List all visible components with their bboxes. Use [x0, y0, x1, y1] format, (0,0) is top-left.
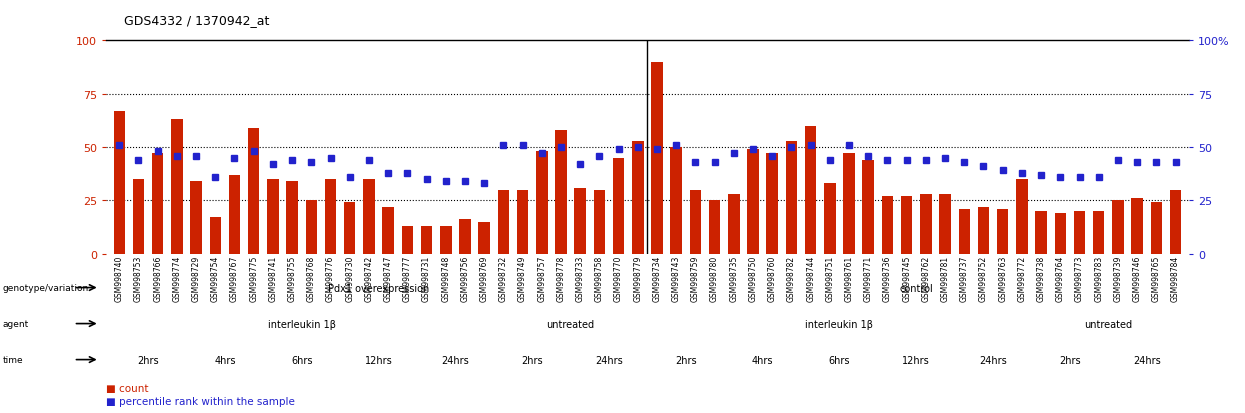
Bar [344, 203, 356, 254]
Bar [498, 190, 509, 254]
Bar [209, 218, 222, 254]
Bar [671, 147, 682, 254]
Text: 6hrs: 6hrs [291, 355, 312, 365]
Bar [708, 201, 721, 254]
Text: 24hrs: 24hrs [1133, 355, 1160, 365]
Text: 2hrs: 2hrs [137, 355, 159, 365]
Text: 2hrs: 2hrs [522, 355, 543, 365]
Bar [152, 154, 163, 254]
Bar [728, 195, 740, 254]
Bar [1073, 211, 1086, 254]
Text: time: time [2, 355, 24, 364]
Bar [786, 141, 797, 254]
Bar [594, 190, 605, 254]
Text: ■ count: ■ count [106, 383, 148, 393]
Bar [478, 222, 491, 254]
Bar [1170, 190, 1182, 254]
Bar [1093, 211, 1104, 254]
Text: interleukin 1β: interleukin 1β [268, 319, 336, 329]
Bar [1036, 211, 1047, 254]
Text: 24hrs: 24hrs [595, 355, 622, 365]
Text: GDS4332 / 1370942_at: GDS4332 / 1370942_at [124, 14, 270, 27]
Bar [651, 62, 662, 254]
Bar [517, 190, 528, 254]
Bar [305, 201, 317, 254]
Bar [863, 160, 874, 254]
Bar [133, 180, 144, 254]
Bar [1150, 203, 1162, 254]
Bar [939, 195, 951, 254]
Text: genotype/variation: genotype/variation [2, 283, 88, 292]
Bar [804, 126, 817, 254]
Bar [574, 188, 586, 254]
Text: 4hrs: 4hrs [752, 355, 773, 365]
Bar [248, 128, 259, 254]
Bar [364, 180, 375, 254]
Bar [171, 120, 183, 254]
Bar [613, 158, 624, 254]
Bar [1132, 199, 1143, 254]
Bar [268, 180, 279, 254]
Text: 2hrs: 2hrs [1059, 355, 1081, 365]
Bar [977, 207, 990, 254]
Text: untreated: untreated [547, 319, 595, 329]
Bar [555, 131, 566, 254]
Text: ■ percentile rank within the sample: ■ percentile rank within the sample [106, 396, 295, 406]
Text: 4hrs: 4hrs [214, 355, 235, 365]
Bar [997, 209, 1008, 254]
Bar [537, 152, 548, 254]
Bar [190, 182, 202, 254]
Text: untreated: untreated [1084, 319, 1133, 329]
Text: 24hrs: 24hrs [442, 355, 469, 365]
Bar [843, 154, 855, 254]
Bar [1055, 214, 1066, 254]
Bar [229, 175, 240, 254]
Bar [421, 226, 432, 254]
Bar [459, 220, 471, 254]
Bar [824, 184, 835, 254]
Bar [901, 197, 913, 254]
Text: 2hrs: 2hrs [675, 355, 697, 365]
Bar [325, 180, 336, 254]
Bar [286, 182, 298, 254]
Bar [747, 150, 758, 254]
Text: Pdx1 overexpression: Pdx1 overexpression [327, 283, 430, 293]
Bar [920, 195, 931, 254]
Bar [632, 141, 644, 254]
Text: 24hrs: 24hrs [980, 355, 1007, 365]
Bar [382, 207, 393, 254]
Bar [1112, 201, 1124, 254]
Text: control: control [899, 283, 934, 293]
Text: 6hrs: 6hrs [829, 355, 850, 365]
Bar [767, 154, 778, 254]
Bar [881, 197, 893, 254]
Text: interleukin 1β: interleukin 1β [806, 319, 874, 329]
Text: 12hrs: 12hrs [903, 355, 930, 365]
Bar [439, 226, 452, 254]
Text: agent: agent [2, 319, 29, 328]
Bar [690, 190, 701, 254]
Bar [1016, 180, 1027, 254]
Bar [402, 226, 413, 254]
Text: 12hrs: 12hrs [365, 355, 392, 365]
Bar [113, 112, 125, 254]
Bar [959, 209, 970, 254]
